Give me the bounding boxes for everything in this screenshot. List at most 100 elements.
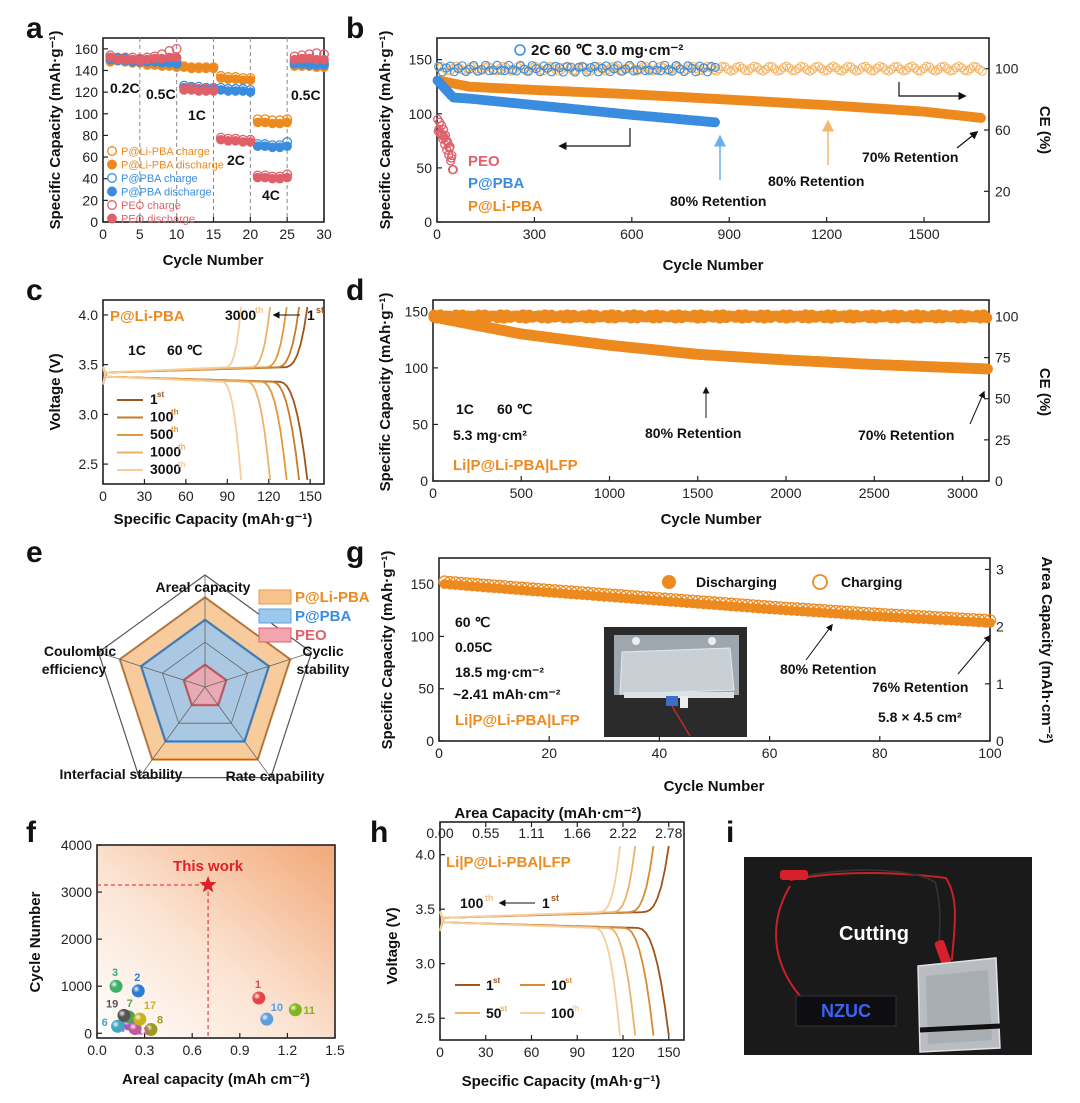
- b-ce-plipba: [965, 64, 976, 74]
- b-ce-plipba: [887, 64, 897, 74]
- a-legend-marker: [107, 173, 117, 183]
- g-xtick-label: 80: [872, 745, 888, 761]
- f-point-label: 8: [157, 1015, 163, 1027]
- a-ytick-label: 60: [82, 149, 98, 165]
- g-ytick-label: 0: [426, 733, 434, 749]
- d-capacity-point: [981, 363, 993, 375]
- panel-d-longcycle-chart: 0 500 1000 1500 2000 2500 30000501001500255075…: [377, 293, 1053, 528]
- b-ce-plipba: [963, 66, 973, 76]
- h-legend-sup: st: [565, 976, 572, 985]
- f-point-highlight: [260, 1012, 274, 1026]
- panel-b-ylabel: Specific Capacity (mAh·g⁻¹): [377, 31, 394, 230]
- h-legend-label: 1: [486, 977, 494, 993]
- b-ce-plipba: [673, 62, 683, 72]
- g-arrow-76: [957, 634, 991, 675]
- panel-f-frame: [96, 844, 336, 1039]
- f-point-highlight: [117, 1008, 131, 1022]
- c-xtick-label: 30: [137, 488, 153, 504]
- f-ytick-label: 4000: [61, 837, 92, 853]
- b-ce-plipba: [913, 66, 923, 76]
- b-ce-ppba: [652, 65, 662, 75]
- b-ce-plipba: [889, 62, 900, 72]
- b-ytick-label: 100: [409, 106, 433, 122]
- d-ytick-label: 100: [405, 360, 429, 376]
- d-y2tick-label: 50: [995, 391, 1011, 407]
- panel-g-rate: 0.05C: [455, 639, 492, 655]
- b-ce-ppba: [710, 62, 720, 72]
- b-ce-plipba: [740, 66, 751, 76]
- radar-axis-coulombic-1: Coulombic: [44, 643, 117, 659]
- f-ytick-label: 1000: [61, 978, 92, 994]
- panel-h-ylabel: Voltage (V): [384, 907, 401, 984]
- panel-a-ylabel: Specific Capacity (mAh·g⁻¹): [47, 31, 64, 230]
- b-capacity-peo: [440, 130, 451, 140]
- f-point-highlight: [109, 979, 123, 993]
- b-ce-plipba: [866, 66, 876, 76]
- a-xtick-label: 15: [206, 226, 222, 242]
- photo-i-display: [795, 995, 897, 1027]
- panel-letter-d: d: [346, 274, 364, 307]
- f-xtick-label: 0.3: [135, 1042, 155, 1058]
- b-ce-plipba: [764, 62, 774, 72]
- radar-grid-ring: [140, 619, 270, 742]
- b-ce-plipba: [793, 64, 803, 74]
- panel-g-loading: 18.5 mg·cm⁻²: [455, 664, 544, 680]
- f-point-label: 1: [255, 979, 261, 991]
- photo-i-clip-2: [934, 939, 952, 967]
- panel-g-xlabel: Cycle Number: [664, 778, 765, 795]
- b-ce-plipba: [872, 63, 882, 73]
- d-ytick-label: 0: [420, 473, 428, 489]
- panel-a-rate-chart: 0 5 10 15 20 25 30 0 20 40 60 80 100 120 140 160 P@Li-P…: [47, 31, 332, 269]
- panel-b-conditions: 2C 60 ℃ 3.0 mg·cm⁻²: [531, 42, 683, 59]
- d-y2tick-label: 100: [995, 308, 1019, 324]
- b-arrow-70: [956, 130, 979, 149]
- b-ce-plipba: [971, 62, 981, 72]
- h-legend-sup: st: [493, 976, 500, 985]
- b-capacity-ppba: [709, 117, 720, 128]
- a-legend-marker: [107, 200, 117, 210]
- h-legend-label: 100: [551, 1005, 575, 1021]
- b-ce-plipba: [735, 61, 745, 71]
- a-ytick-label: 140: [75, 62, 99, 78]
- radar-axis-cyclic-2: stability: [297, 661, 350, 677]
- c-legend-label: 1000: [150, 444, 181, 460]
- b-xtick-label: 300: [523, 226, 547, 242]
- panel-h-top-1-sup: st: [551, 893, 559, 903]
- b-ce-plipba: [837, 66, 847, 76]
- b-ce-ppba: [706, 61, 716, 72]
- c-xtick-label: 60: [178, 488, 194, 504]
- c-discharge-curve-1000: [102, 366, 271, 481]
- radar-spoke: [138, 686, 206, 778]
- f-xtick-label: 1.5: [325, 1042, 345, 1058]
- f-point-label: 7: [127, 998, 133, 1010]
- a-point-peo-discharge: [208, 86, 219, 96]
- d-retention-70: 70% Retention: [858, 427, 954, 443]
- c-xtick-label: 120: [257, 488, 281, 504]
- photo-i-pouch-inner: [926, 970, 992, 1044]
- a-ytick-label: 120: [75, 84, 99, 100]
- f-point-highlight: [133, 1012, 147, 1026]
- a-point-peo-discharge: [282, 172, 292, 183]
- h-charge-curve-100: [439, 845, 621, 932]
- a-xtick-label: 10: [169, 226, 185, 242]
- f-ytick-label: 2000: [61, 931, 92, 947]
- panel-b-ce-marker: [514, 44, 526, 56]
- b-ce-plipba: [758, 66, 768, 76]
- panel-h-xlabel: Specific Capacity (mAh·g⁻¹): [462, 1073, 661, 1090]
- panel-b-y2label: CE (%): [1036, 106, 1053, 154]
- b-ce-plipba: [910, 63, 920, 73]
- d-xtick-label: 2500: [859, 485, 890, 501]
- h-discharge-curve-10: [439, 911, 655, 1036]
- b-ce-plipba: [936, 62, 946, 72]
- legend-ppba-e: P@PBA: [295, 608, 351, 625]
- b-ce-plipba: [436, 61, 447, 71]
- panel-h-cell: Li|P@Li-PBA|LFP: [446, 854, 571, 871]
- d-xtick-label: 1500: [682, 485, 713, 501]
- h-xtick-label: 90: [569, 1044, 585, 1060]
- a-xtick-label: 30: [316, 226, 332, 242]
- g-xtick-label: 0: [435, 745, 443, 761]
- panel-g-ylabel: Specific Capacity (mAh·g⁻¹): [379, 551, 396, 750]
- panel-b-cycling-chart: 0 300 600 900 1200 1500 0 50 100 150 20 60 100 2C 60…: [377, 31, 1053, 274]
